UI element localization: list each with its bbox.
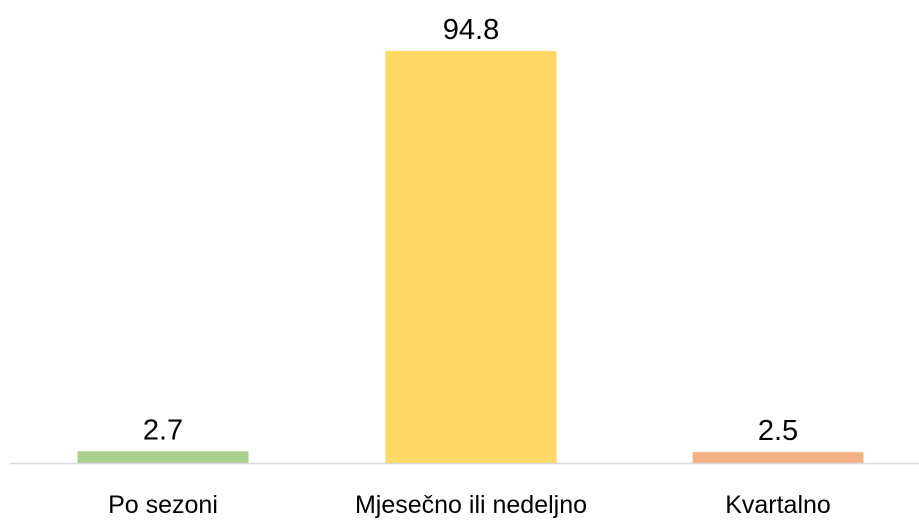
category-label-po-sezoni: Po sezoni — [108, 491, 218, 519]
bar-mjesecno-ili-nedeljno — [385, 51, 557, 463]
category-labels-group: Po sezoni Mjesečno ili nedeljno Kvartalno — [108, 491, 831, 519]
category-label-kvartalno: Kvartalno — [725, 491, 831, 519]
bar-po-sezoni — [77, 451, 249, 463]
category-label-mjesecno-ili-nedeljno: Mjesečno ili nedeljno — [355, 491, 587, 519]
data-label-kvartalno: 2.5 — [758, 415, 798, 447]
bars-group — [77, 51, 864, 463]
data-label-mjesecno-ili-nedeljno: 94.8 — [443, 14, 499, 46]
bar-kvartalno — [692, 452, 864, 463]
data-label-po-sezoni: 2.7 — [143, 414, 183, 446]
value-labels-group: 2.7 94.8 2.5 — [143, 14, 798, 447]
